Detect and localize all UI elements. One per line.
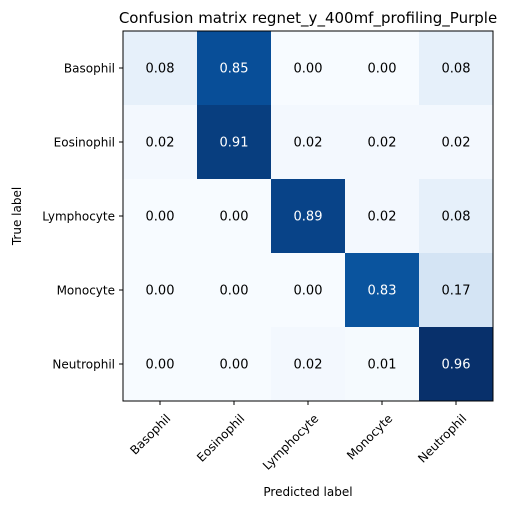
cell-value-label: 0.91 <box>220 136 249 151</box>
heatmap-cell <box>345 179 420 254</box>
cell-value-label: 0.02 <box>368 136 397 151</box>
heatmap-cell <box>197 179 272 254</box>
y-axis: Basophil Eosinophil Lymphocyte Monocyte Neut… <box>42 62 123 372</box>
cell-value-label: 0.17 <box>442 284 471 299</box>
heatmap-cell <box>345 105 420 180</box>
cell-value-label: 0.00 <box>220 358 249 373</box>
heatmap-cell <box>123 253 198 328</box>
cell-value-label: 0.08 <box>442 210 471 225</box>
heatmap-cell <box>345 253 420 328</box>
y-axis-label: True label <box>10 187 24 246</box>
heatmap-cell <box>197 253 272 328</box>
chart-title: Confusion matrix regnet_y_400mf_profilin… <box>119 9 497 28</box>
cell-value-label: 0.00 <box>146 358 175 373</box>
heatmap-cell <box>419 31 494 106</box>
cell-value-label: 0.00 <box>146 210 175 225</box>
cell-value-label: 0.01 <box>368 358 397 373</box>
x-tick-label: Monocyte <box>344 411 395 462</box>
heatmap-cell <box>123 179 198 254</box>
heatmap-cell <box>197 327 272 402</box>
heatmap-cell <box>419 327 494 402</box>
heatmap-cell <box>197 31 272 106</box>
x-tick-label: Eosinophil <box>194 411 247 464</box>
cell-value-label: 0.00 <box>368 62 397 77</box>
y-tick-label: Monocyte <box>57 284 115 298</box>
heatmap-cell <box>419 253 494 328</box>
heatmap-cell <box>271 327 346 402</box>
cell-value-label: 0.00 <box>146 284 175 299</box>
heatmap-cell <box>271 105 346 180</box>
heatmap-cells: 0.08 0.85 0.00 0.00 0.08 0.02 0.91 0.02 0.02 0.02… <box>123 31 494 402</box>
x-tick-label: Basophil <box>127 411 173 457</box>
y-tick-label: Neutrophil <box>52 358 115 372</box>
heatmap-cell <box>123 105 198 180</box>
x-tick-label: Neutrophil <box>415 411 469 465</box>
cell-value-label: 0.83 <box>368 284 397 299</box>
cell-value-label: 0.00 <box>294 62 323 77</box>
heatmap-cell <box>345 31 420 106</box>
cell-value-label: 0.08 <box>146 62 175 77</box>
cell-value-label: 0.02 <box>294 358 323 373</box>
cell-value-label: 0.00 <box>220 210 249 225</box>
cell-value-label: 0.85 <box>220 62 249 77</box>
heatmap-cell <box>197 105 272 180</box>
cell-value-label: 0.89 <box>294 210 323 225</box>
y-tick-label: Lymphocyte <box>42 210 115 224</box>
y-tick-label: Basophil <box>64 62 115 76</box>
heatmap-cell <box>271 179 346 254</box>
y-tick-label: Eosinophil <box>54 136 115 150</box>
x-axis-label: Predicted label <box>263 485 352 499</box>
heatmap-cell <box>123 327 198 402</box>
cell-value-label: 0.00 <box>220 284 249 299</box>
cell-value-label: 0.02 <box>146 136 175 151</box>
cell-value-label: 0.02 <box>442 136 471 151</box>
x-tick-label: Lymphocyte <box>260 411 321 472</box>
heatmap-cell <box>271 253 346 328</box>
heatmap-cell <box>123 31 198 106</box>
cell-value-label: 0.02 <box>294 136 323 151</box>
cell-value-label: 0.96 <box>442 358 471 373</box>
heatmap-cell <box>345 327 420 402</box>
heatmap-cell <box>271 31 346 106</box>
heatmap-cell <box>419 105 494 180</box>
cell-value-label: 0.02 <box>368 210 397 225</box>
cell-value-label: 0.00 <box>294 284 323 299</box>
x-axis: Basophil Eosinophil Lymphocyte Monocyte Neut… <box>127 401 469 473</box>
heatmap-cell <box>419 179 494 254</box>
cell-value-label: 0.08 <box>442 62 471 77</box>
